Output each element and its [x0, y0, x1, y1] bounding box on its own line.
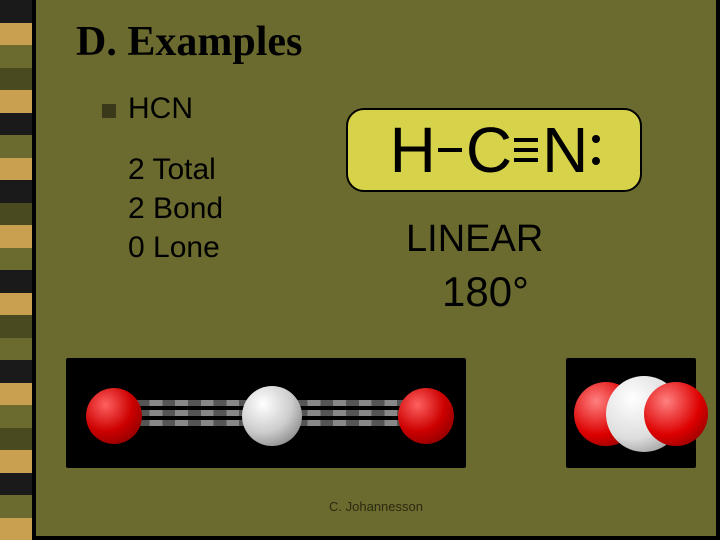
atom-n: N: [540, 113, 588, 187]
bullet-icon: [102, 104, 116, 118]
single-bond-icon: [438, 148, 462, 152]
atom-c: C: [464, 113, 512, 187]
molecular-geometry: LINEAR: [406, 218, 543, 261]
lewis-structure-box: H C N: [346, 108, 642, 192]
space-filling-model: [566, 358, 696, 468]
triple-bond-icon: [514, 138, 538, 162]
molecule-name: HCN: [128, 92, 193, 126]
electron-domain-counts: 2 Total 2 Bond 0 Lone: [128, 150, 223, 267]
ball-and-stick-model: [66, 358, 466, 468]
lone-pair-icon: [592, 135, 600, 165]
count-lone: 0 Lone: [128, 228, 223, 267]
lewis-structure: H C N: [388, 113, 601, 187]
author-credit: C. Johannesson: [36, 499, 716, 514]
count-bond: 2 Bond: [128, 189, 223, 228]
side-stripe: [0, 0, 32, 540]
slide-body: D. Examples HCN 2 Total 2 Bond 0 Lone H …: [36, 0, 716, 536]
bond-angle: 180°: [442, 268, 529, 316]
count-total: 2 Total: [128, 150, 223, 189]
slide-title: D. Examples: [76, 18, 302, 66]
atom-h: H: [388, 113, 436, 187]
